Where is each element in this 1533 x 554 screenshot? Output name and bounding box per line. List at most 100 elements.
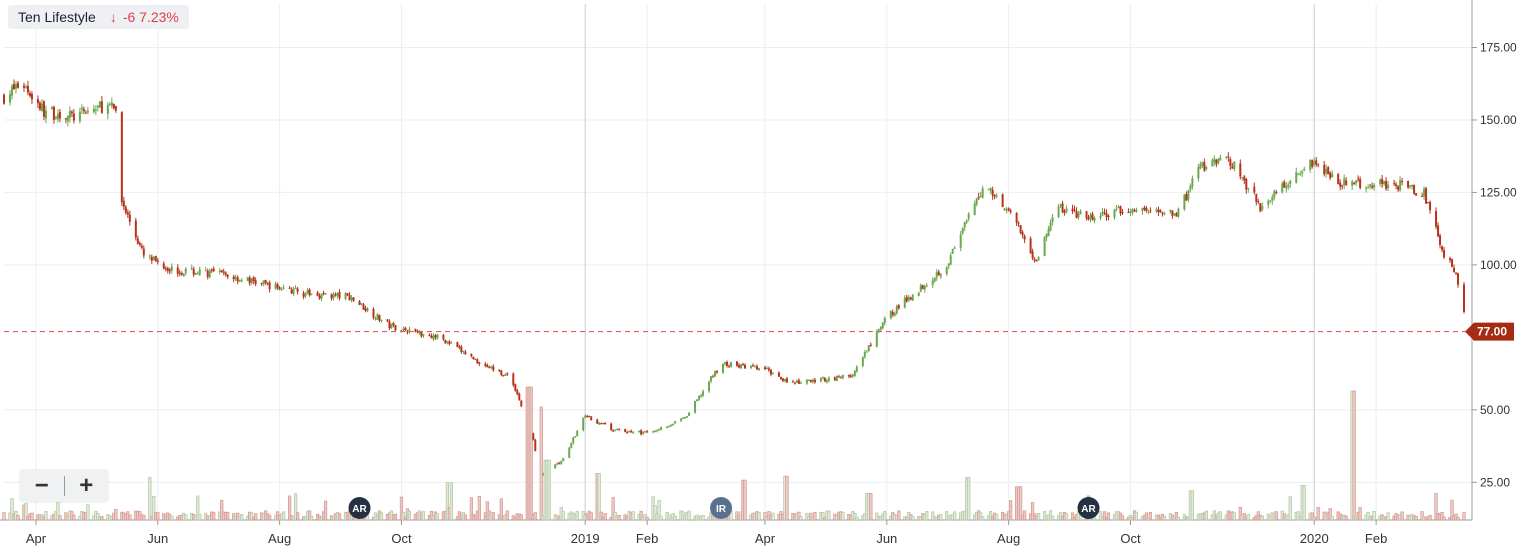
candle-body	[1227, 156, 1230, 158]
volume-bar	[1218, 511, 1222, 521]
candle-body	[436, 334, 439, 339]
candle-body	[618, 429, 621, 431]
candle-body	[1427, 202, 1430, 204]
candle-body	[206, 271, 209, 277]
candle-body	[1443, 250, 1446, 258]
candle-body	[70, 111, 73, 114]
zoom-controls: − +	[20, 470, 108, 502]
candle-body	[839, 377, 842, 379]
candle-body	[28, 92, 31, 96]
event-label: AR	[352, 504, 367, 515]
candle-body	[182, 273, 185, 277]
x-tick-label: Oct	[1120, 531, 1141, 546]
candle-body	[1075, 211, 1078, 219]
candle-body	[805, 379, 808, 384]
candle-body	[939, 273, 942, 277]
candle-body	[562, 457, 565, 462]
candle-body	[714, 370, 717, 377]
candle-body	[184, 268, 187, 273]
candle-body	[995, 195, 998, 197]
candle-body	[1205, 167, 1208, 170]
candle-body	[688, 412, 691, 416]
candle-body	[198, 269, 201, 275]
candle-body	[1225, 156, 1228, 158]
candle-body	[624, 429, 627, 432]
y-tick-label: 25.00	[1480, 475, 1510, 489]
candle-body	[374, 318, 377, 320]
volume-bar	[1148, 511, 1153, 521]
volume-bar	[953, 511, 957, 521]
candle-body	[560, 461, 563, 464]
candle-body	[236, 277, 239, 282]
candle-body	[730, 362, 733, 367]
volume-bar	[2, 512, 6, 521]
candle-body	[8, 94, 11, 103]
candle-body	[394, 324, 397, 331]
candle-body	[1423, 188, 1426, 197]
event-marker[interactable]	[1077, 497, 1100, 519]
zoom-in-button[interactable]: +	[64, 470, 108, 502]
volume-bar	[939, 514, 943, 521]
candle-body	[781, 378, 784, 382]
candle-body	[264, 279, 267, 283]
candle-body	[54, 117, 57, 119]
candle-body	[708, 381, 711, 392]
candle-body	[350, 297, 353, 300]
candle-body	[895, 306, 898, 314]
candle-body	[610, 423, 613, 431]
candle-body	[813, 379, 816, 383]
candle-body	[1043, 237, 1046, 257]
candle-body	[486, 365, 489, 368]
candle-body	[953, 247, 956, 249]
candle-body	[338, 292, 341, 299]
volume-bar	[1352, 390, 1356, 521]
candle-body	[180, 273, 183, 276]
volume-bar	[659, 515, 663, 521]
volume-bar	[1330, 516, 1334, 521]
volume-bar	[469, 497, 473, 521]
volume-bar	[114, 508, 118, 521]
candle-body	[1365, 188, 1368, 190]
event-marker[interactable]	[348, 497, 371, 519]
arrow-down-icon: ↓	[109, 9, 117, 25]
candle-body	[534, 439, 537, 451]
candle-body	[1385, 180, 1388, 189]
candle-body	[795, 380, 798, 383]
candle-body	[1401, 181, 1404, 183]
candle-body	[1437, 225, 1440, 237]
candle-body	[923, 286, 926, 290]
candle-body	[498, 369, 501, 372]
volume-bar	[1462, 512, 1466, 521]
candle-body	[765, 368, 768, 370]
volume-bar	[1302, 485, 1306, 521]
candle-body	[1015, 212, 1018, 223]
candle-body	[362, 304, 365, 310]
candle-body	[640, 430, 643, 435]
candle-body	[863, 352, 866, 357]
event-marker[interactable]	[710, 497, 733, 519]
candle-body	[1281, 183, 1284, 193]
candle-body	[907, 296, 910, 301]
volume-bar	[743, 479, 747, 521]
candle-body	[208, 270, 211, 278]
candle-body	[630, 430, 633, 433]
ticker-legend: Ten Lifestyle ↓ -6 7.23%	[8, 5, 189, 29]
candle-body	[92, 108, 95, 113]
candle-body	[434, 335, 437, 338]
candle-body	[280, 289, 283, 291]
candle-body	[358, 301, 361, 306]
candle-body	[568, 447, 571, 458]
candle-body	[628, 431, 631, 433]
candle-body	[506, 373, 509, 375]
candle-body	[1155, 209, 1158, 212]
candle-body	[1099, 216, 1102, 219]
candle-body	[867, 345, 870, 352]
candle-body	[134, 220, 137, 238]
candle-body	[112, 103, 115, 109]
candle-body	[739, 364, 742, 369]
candle-body	[897, 305, 900, 309]
volume-bar	[1064, 513, 1069, 521]
candle-body	[192, 269, 195, 275]
zoom-out-button[interactable]: −	[20, 470, 64, 502]
